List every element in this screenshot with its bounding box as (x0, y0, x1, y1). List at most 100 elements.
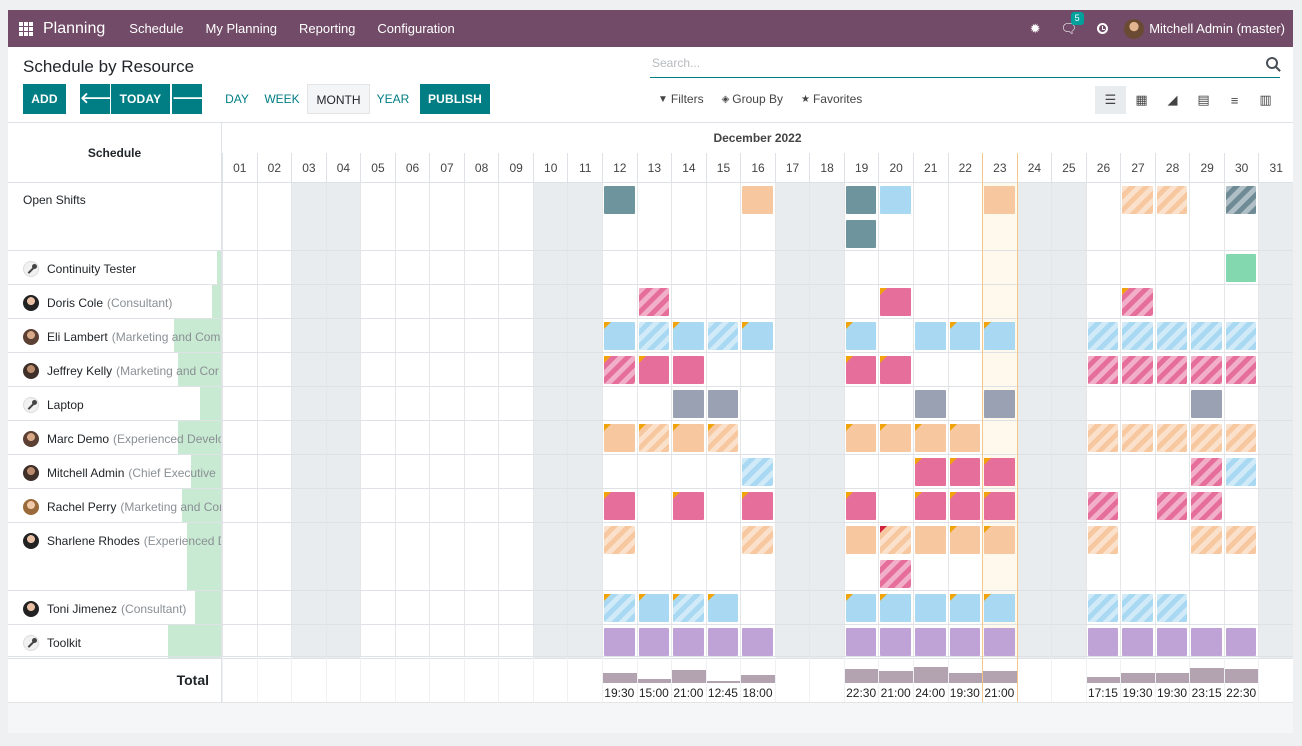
day-cell[interactable] (1051, 353, 1086, 386)
day-cell[interactable] (843, 421, 879, 454)
day-cell[interactable] (394, 319, 430, 352)
menu-reporting[interactable]: Reporting (299, 21, 356, 36)
day-cell[interactable] (705, 421, 741, 454)
day-cell[interactable] (705, 285, 741, 318)
day-cell[interactable] (878, 591, 913, 624)
day-cell[interactable] (1120, 319, 1155, 352)
day-cell[interactable] (878, 489, 913, 522)
day-cell[interactable] (291, 489, 326, 522)
day-cell[interactable] (325, 625, 361, 658)
day-cell[interactable] (947, 387, 983, 420)
day-cell[interactable] (1223, 489, 1259, 522)
shift-pill[interactable] (1087, 526, 1119, 554)
day-cell[interactable] (532, 489, 568, 522)
day-cell[interactable] (360, 455, 395, 488)
day-cell[interactable] (1051, 319, 1086, 352)
shift-pill[interactable] (604, 186, 635, 214)
day-cell[interactable] (947, 251, 983, 284)
day-cell[interactable] (360, 387, 395, 420)
day-cell[interactable] (1189, 455, 1224, 488)
shift-pill[interactable] (707, 322, 739, 350)
day-cell[interactable] (1016, 523, 1052, 590)
user-name[interactable]: Mitchell Admin (master) (1149, 21, 1285, 36)
shift-pill[interactable] (914, 628, 946, 656)
day-cell[interactable] (291, 455, 326, 488)
day-cell[interactable] (774, 251, 810, 284)
search-icon[interactable] (1266, 57, 1278, 69)
day-cell[interactable] (774, 455, 810, 488)
favorites-dropdown[interactable]: ★ Favorites (801, 92, 862, 106)
shift-pill[interactable] (1087, 424, 1119, 452)
day-cell[interactable] (1120, 625, 1155, 658)
day-cell[interactable] (463, 455, 499, 488)
day-cell[interactable] (291, 319, 326, 352)
day-cell[interactable] (1085, 455, 1121, 488)
shift-pill[interactable] (673, 424, 704, 452)
day-cell[interactable] (843, 455, 879, 488)
search-input[interactable] (650, 51, 1247, 75)
day-cell[interactable] (878, 625, 913, 658)
day-cell[interactable] (809, 523, 844, 590)
day-cell[interactable] (947, 319, 983, 352)
day-cell[interactable] (843, 251, 879, 284)
day-cell[interactable] (1085, 625, 1121, 658)
day-cell[interactable] (671, 387, 706, 420)
day-cell[interactable] (809, 387, 844, 420)
day-cell[interactable] (636, 251, 672, 284)
day-cell[interactable] (1120, 421, 1155, 454)
day-cell[interactable] (740, 455, 775, 488)
app-name[interactable]: Planning (43, 19, 106, 37)
day-cell[interactable] (429, 183, 464, 250)
shift-pill[interactable] (880, 628, 911, 656)
day-cell[interactable] (636, 285, 672, 318)
day-cell[interactable] (602, 387, 637, 420)
shift-pill[interactable] (638, 594, 670, 622)
day-cell[interactable] (463, 387, 499, 420)
day-cell[interactable] (671, 353, 706, 386)
day-cell[interactable] (912, 353, 948, 386)
shift-pill[interactable] (1225, 424, 1257, 452)
day-cell[interactable] (602, 353, 637, 386)
day-cell[interactable] (567, 285, 603, 318)
day-cell[interactable] (1120, 489, 1155, 522)
day-cell[interactable] (325, 251, 361, 284)
day-cell[interactable] (429, 251, 464, 284)
day-cell[interactable] (394, 285, 430, 318)
day-cell[interactable] (1189, 387, 1224, 420)
day-cell[interactable] (636, 421, 672, 454)
day-cell[interactable] (947, 353, 983, 386)
day-cell[interactable] (1051, 251, 1086, 284)
day-cell[interactable] (1120, 523, 1155, 590)
day-cell[interactable] (1223, 625, 1259, 658)
day-cell[interactable] (567, 523, 603, 590)
shift-pill[interactable] (604, 594, 635, 622)
day-cell[interactable] (1120, 285, 1155, 318)
shift-pill[interactable] (984, 594, 1015, 622)
shift-pill[interactable] (1225, 322, 1257, 350)
day-cell[interactable] (671, 523, 706, 590)
day-cell[interactable] (671, 489, 706, 522)
shift-pill[interactable] (1156, 424, 1188, 452)
day-cell[interactable] (602, 319, 637, 352)
shift-pill[interactable] (638, 322, 670, 350)
day-cell[interactable] (636, 625, 672, 658)
row-header[interactable]: Jeffrey Kelly (Marketing and Cor (8, 353, 222, 386)
day-cell[interactable] (291, 421, 326, 454)
day-cell[interactable] (602, 285, 637, 318)
day-cell[interactable] (463, 489, 499, 522)
shift-pill[interactable] (673, 322, 704, 350)
day-cell[interactable] (912, 625, 948, 658)
day-cell[interactable] (912, 387, 948, 420)
day-cell[interactable] (671, 251, 706, 284)
day-cell[interactable] (1085, 421, 1121, 454)
clock-icon[interactable] (1097, 23, 1109, 34)
row-header[interactable]: Eli Lambert (Marketing and Com (8, 319, 222, 352)
day-cell[interactable] (1051, 387, 1086, 420)
day-cell[interactable] (809, 625, 844, 658)
scale-day-button[interactable]: DAY (225, 92, 249, 106)
day-cell[interactable] (1016, 353, 1052, 386)
day-cell[interactable] (429, 387, 464, 420)
day-cell[interactable] (222, 591, 257, 624)
shift-pill[interactable] (673, 594, 704, 622)
day-cell[interactable] (1085, 251, 1121, 284)
